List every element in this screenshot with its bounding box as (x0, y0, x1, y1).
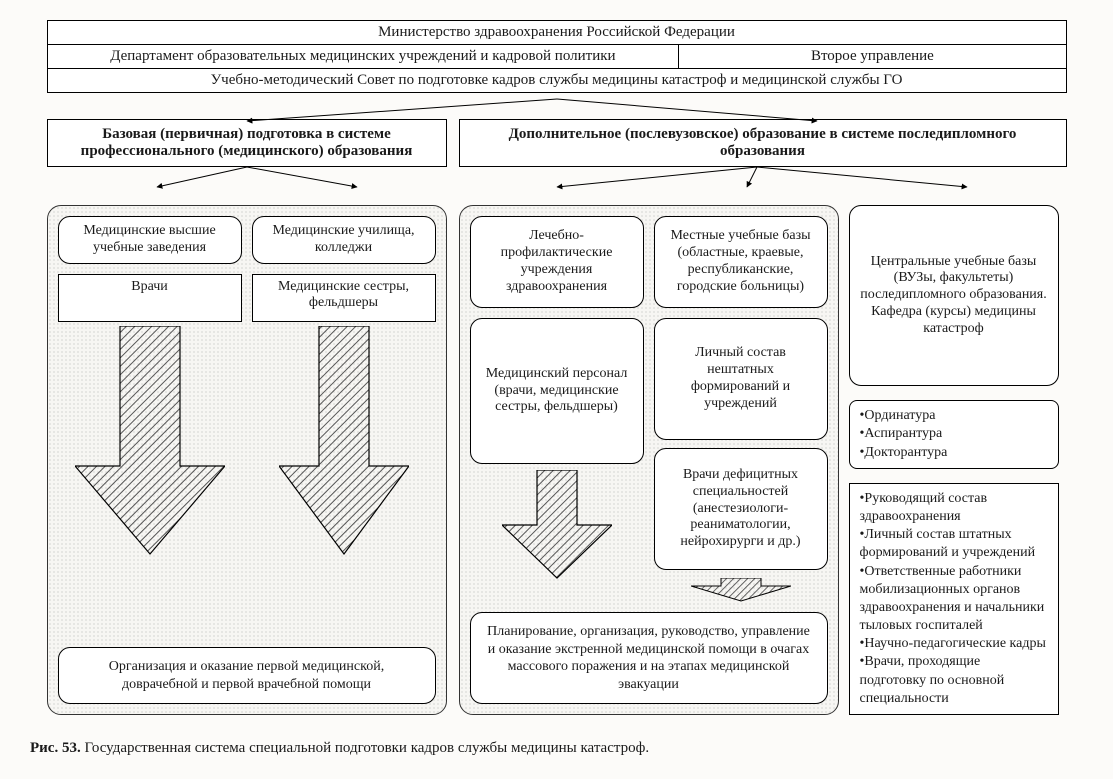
program-item: •Ординатура (860, 407, 1048, 425)
header-dept: Департамент образовательных медицинских … (47, 45, 679, 69)
node-central-bases: Центральные учебные базы (ВУЗы, факульте… (849, 205, 1059, 386)
programs-box: •Ординатура •Аспирантура •Докторантура (849, 400, 1059, 469)
node-nurses: Медицинские сестры, фельдшеры (252, 274, 436, 322)
audience-box: •Руководящий состав здравоохранения •Лич… (849, 483, 1059, 715)
node-med-college: Медицинские училища, колледжи (252, 216, 436, 264)
tiny-arrow (691, 578, 791, 602)
audience-item: •Руководящий состав здравоохранения (860, 490, 1048, 526)
right-main-container: Лечебно-профилактические учреждения здра… (459, 205, 839, 715)
right-outcome: Планирование, организация, руководство, … (470, 612, 828, 704)
figure-caption: Рис. 53. Государственная система специал… (30, 740, 1083, 757)
left-branch-container: Медицинские высшие учебные заведения Мед… (47, 205, 447, 715)
right-branch-title: Дополнительное (послевузовское) образова… (459, 119, 1067, 167)
audience-item: •Ответственные работники мобилизационных… (860, 563, 1048, 636)
node-nonstaff: Личный состав нештатных формирований и у… (654, 318, 828, 440)
header-ministry: Министерство здравоохранения Российской … (47, 21, 1066, 45)
audience-item: •Личный состав штатных формирований и уч… (860, 526, 1048, 562)
left-outcome: Организация и оказание первой медицинско… (58, 647, 436, 704)
node-deficit-doctors: Врачи дефицитных специальностей (анестез… (654, 448, 828, 570)
big-arrow-left (75, 326, 225, 556)
header-council: Учебно-методический Совет по подготовке … (47, 69, 1066, 93)
audience-item: •Врачи, проходящие подготовку по основно… (860, 653, 1048, 708)
node-doctors: Врачи (58, 274, 242, 322)
audience-item: •Научно-педагогические кадры (860, 635, 1048, 653)
node-lpu: Лечебно-профилактические учреждения здра… (470, 216, 644, 308)
header-second-admin: Второе управление (679, 45, 1066, 69)
program-item: •Аспирантура (860, 425, 1048, 443)
mid-arrow (502, 470, 612, 580)
node-med-univ: Медицинские высшие учебные заведения (58, 216, 242, 264)
left-branch-title: Базовая (первичная) подготовка в системе… (47, 119, 447, 167)
program-item: •Докторантура (860, 444, 1048, 462)
header-table: Министерство здравоохранения Российской … (47, 20, 1067, 93)
big-arrow-right (279, 326, 409, 556)
node-med-personnel: Медицинский персонал (врачи, медицинские… (470, 318, 644, 464)
node-local-bases: Местные учебные базы (областные, краевые… (654, 216, 828, 308)
